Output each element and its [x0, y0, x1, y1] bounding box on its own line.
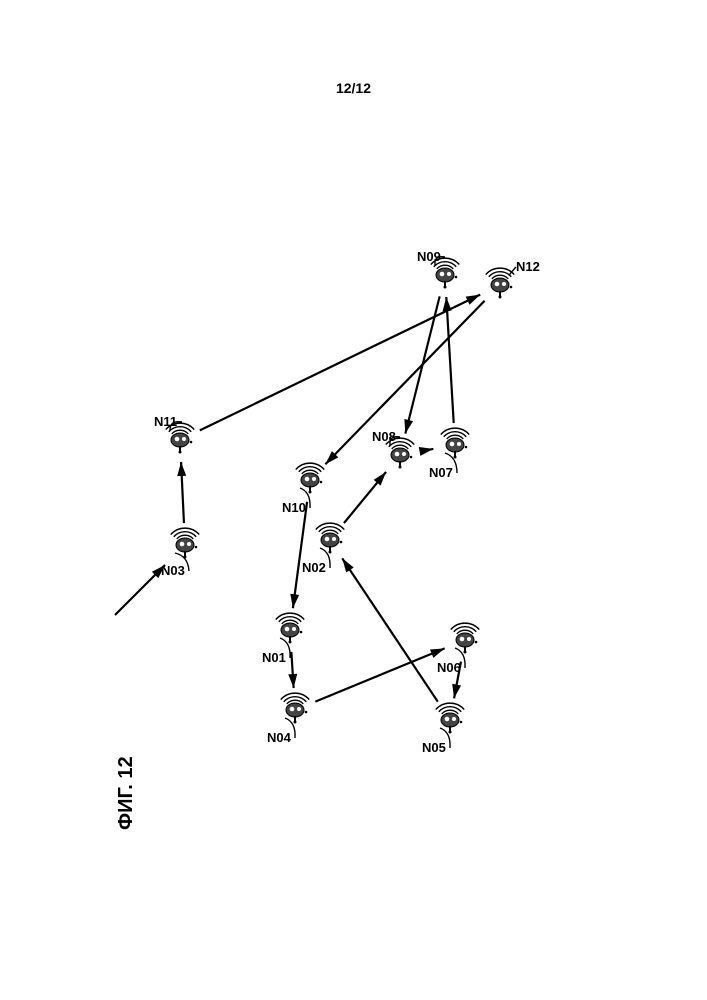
node-label: N06	[437, 660, 461, 675]
node-n07	[441, 428, 470, 458]
node-n05	[436, 703, 465, 733]
node-label: N09	[417, 249, 441, 264]
node-label: N04	[267, 730, 292, 745]
node-n06	[451, 623, 480, 653]
node-label: N08	[372, 429, 396, 444]
node-n04	[281, 693, 310, 723]
node-label: N03	[161, 563, 185, 578]
node-n02	[316, 523, 345, 553]
node-label: N11	[154, 414, 177, 429]
node-n03	[171, 528, 200, 558]
node-n10	[296, 463, 325, 493]
node-label: N12	[516, 259, 540, 274]
node-label: N05	[422, 740, 446, 755]
node-label: N07	[429, 465, 453, 480]
network-diagram: N01 N02 N03 N04 N05 N06 N07 N08 N09 N10 N11 N12	[0, 0, 707, 1000]
node-label: N02	[302, 560, 326, 575]
node-label: N01	[262, 650, 286, 665]
node-label: N10	[282, 500, 306, 515]
node-n12	[486, 268, 515, 298]
node-n01	[276, 613, 305, 643]
